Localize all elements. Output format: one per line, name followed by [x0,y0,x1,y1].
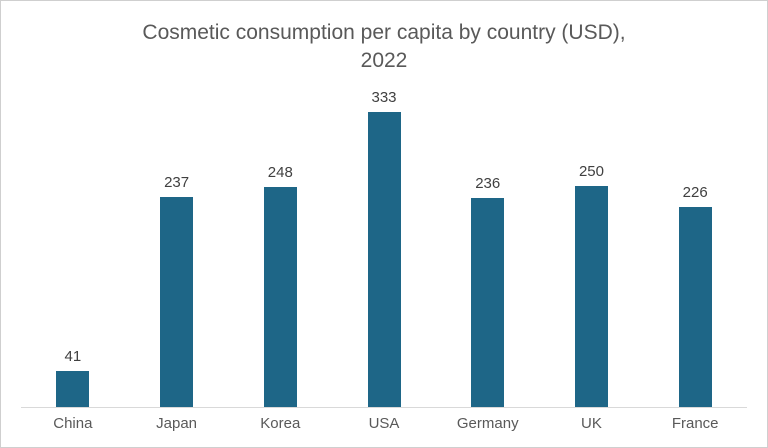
bar-uk [574,186,608,407]
chart-title-line-1: Cosmetic consumption per capita by count… [142,21,626,44]
x-axis-label-uk: UK [581,415,602,432]
bar-germany [471,198,505,407]
bar-france [678,207,712,407]
x-axis-label-korea: Korea [260,415,301,432]
bar-column-korea: 248 [228,164,332,407]
x-axis-label-japan: Japan [156,415,198,432]
bar-column-germany: 236 [436,175,540,407]
bar-value-label-usa: 333 [371,89,397,106]
bar-value-label-japan: 237 [164,174,190,191]
x-axis-label-china: China [53,415,93,432]
x-axis-label-germany: Germany [456,415,519,432]
bar-column-japan: 237 [125,174,229,407]
bar-value-label-china: 41 [64,348,82,365]
bar-japan [160,197,194,407]
x-axis-label-usa: USA [368,415,400,432]
chart-title: Cosmetic consumption per capita by count… [64,19,704,75]
plot-area: 41 237 248 333 236 250 226 [21,83,747,407]
x-axis-line [21,407,747,408]
x-axis-labels: China Japan Korea USA Germany UK France [21,415,747,432]
bar-value-label-france: 226 [682,184,708,201]
chart-title-line-2: 2022 [360,49,408,72]
bar-column-china: 41 [21,348,125,407]
bar-usa [367,112,401,407]
bar-china [56,371,90,407]
bar-value-label-uk: 250 [578,163,604,180]
bar-column-france: 226 [643,184,747,407]
bar-korea [263,187,297,407]
bar-value-label-korea: 248 [267,164,293,181]
bar-column-uk: 250 [540,163,644,407]
bar-value-label-germany: 236 [475,175,501,192]
bar-column-usa: 333 [332,89,436,407]
x-axis-label-france: France [671,415,719,432]
